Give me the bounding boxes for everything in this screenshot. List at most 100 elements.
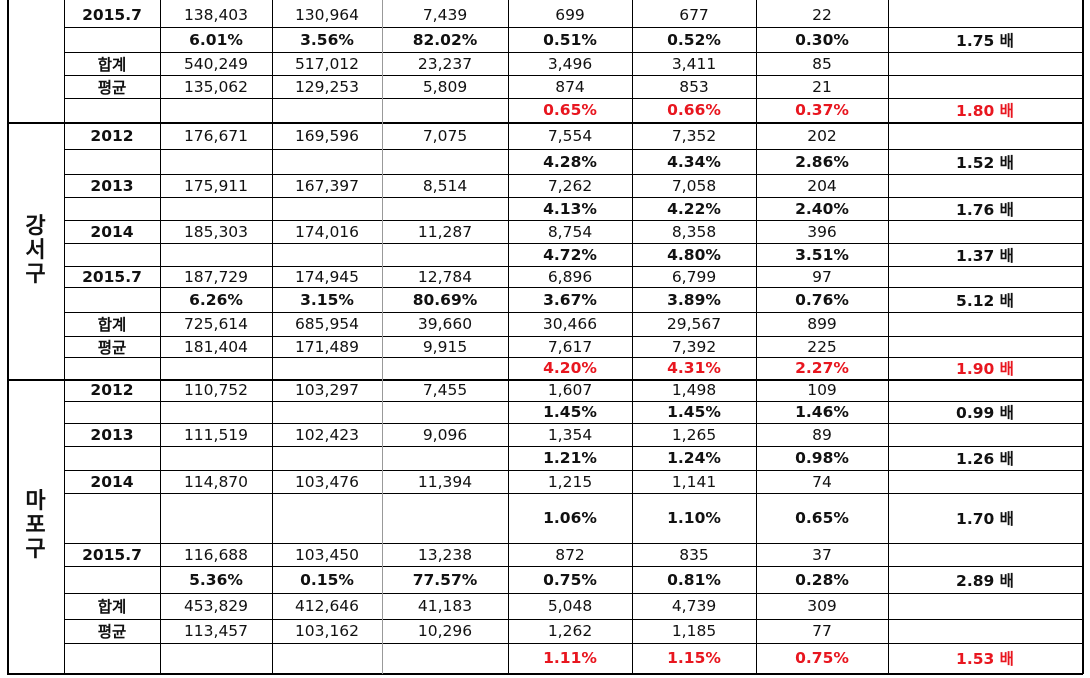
row-label (64, 149, 160, 174)
ratio-cell (888, 423, 1082, 446)
row-label: 2013 (90, 425, 134, 444)
table-cell: 13,238 (417, 545, 473, 564)
table-cell (160, 493, 272, 543)
table-cell: 0.75% (543, 570, 597, 589)
table-cell (160, 243, 272, 266)
column-divider (756, 0, 757, 674)
table-cell: 5,048 (547, 597, 593, 615)
table-cell: 0.37% (795, 101, 849, 119)
table-cell: 202 (807, 126, 837, 145)
row-divider (64, 243, 1083, 244)
row-divider (64, 27, 1083, 28)
table-cell (272, 357, 382, 379)
district-char: 마 (25, 489, 46, 514)
table-cell: 176,671 (183, 126, 249, 145)
row-divider (7, 122, 1083, 124)
table-cell: 1,265 (671, 425, 717, 444)
ratio-cell: 1.76 배 (956, 200, 1014, 219)
row-divider (64, 470, 1083, 471)
table-cell: 129,253 (294, 77, 360, 96)
table-cell: 874 (555, 77, 585, 96)
table-cell: 103,297 (294, 381, 360, 399)
table-cell: 135,062 (183, 77, 249, 96)
table-cell: 4.72% (543, 245, 597, 264)
row-divider (64, 619, 1083, 620)
ratio-cell (888, 266, 1082, 287)
table-cell: 6,896 (547, 267, 593, 286)
table-cell: 3,411 (671, 54, 717, 73)
table-cell: 23,237 (417, 54, 473, 73)
table-cell: 1.45% (667, 403, 721, 421)
table-cell: 699 (555, 5, 585, 24)
table-cell: 82.02% (412, 30, 478, 49)
table-cell: 835 (679, 545, 709, 564)
table-cell: 2.27% (795, 359, 849, 377)
table-cell: 174,945 (294, 267, 360, 286)
row-divider (64, 266, 1083, 267)
table-cell: 77.57% (412, 570, 478, 589)
ratio-cell: 1.53 배 (956, 650, 1014, 668)
row-label: 2014 (90, 472, 134, 491)
table-cell: 41,183 (417, 597, 473, 615)
ratio-cell (888, 312, 1082, 336)
table-cell: 1,262 (547, 622, 593, 640)
ratio-cell (888, 174, 1082, 197)
table-cell: 1.46% (795, 403, 849, 421)
table-cell: 225 (807, 337, 837, 356)
column-divider (888, 0, 889, 674)
table-cell: 7,455 (422, 381, 468, 399)
table-cell: 12,784 (417, 267, 473, 286)
table-cell: 103,450 (294, 545, 360, 564)
row-divider (64, 593, 1083, 594)
table-cell: 453,829 (183, 597, 249, 615)
row-label (64, 446, 160, 470)
table-cell: 7,617 (547, 337, 593, 356)
table-cell: 1.24% (667, 449, 721, 467)
table-cell (382, 493, 508, 543)
table-cell: 309 (807, 597, 837, 615)
row-label (64, 643, 160, 673)
table-cell: 5.36% (189, 570, 243, 589)
row-label (64, 98, 160, 122)
table-cell: 138,403 (183, 5, 249, 24)
table-cell: 3,496 (547, 54, 593, 73)
ratio-cell: 1.70 배 (956, 510, 1014, 528)
table-cell (382, 446, 508, 470)
table-cell (272, 243, 382, 266)
table-cell (382, 149, 508, 174)
table-cell: 517,012 (294, 54, 360, 73)
row-divider (7, 673, 1083, 675)
row-divider (64, 336, 1083, 337)
row-label: 2013 (90, 176, 134, 195)
table-cell (160, 98, 272, 122)
column-divider (1082, 0, 1084, 674)
table-cell: 1,498 (671, 381, 717, 399)
table-cell: 0.76% (795, 290, 849, 309)
table-cell: 74 (812, 472, 832, 491)
table-cell: 4.34% (667, 152, 721, 171)
table-cell: 11,394 (417, 472, 473, 491)
table-cell: 0.65% (543, 101, 597, 119)
table-cell: 114,870 (183, 472, 249, 491)
row-divider (64, 287, 1083, 288)
table-cell (382, 643, 508, 673)
table-cell: 80.69% (412, 290, 478, 309)
table-cell: 185,303 (183, 222, 249, 241)
table-cell: 2.40% (795, 199, 849, 218)
table-cell (160, 197, 272, 220)
table-cell: 167,397 (294, 176, 360, 195)
table-cell: 109 (807, 381, 837, 399)
table-cell: 3.51% (795, 245, 849, 264)
table-cell (272, 446, 382, 470)
table-cell: 102,423 (294, 425, 360, 444)
table-cell: 111,519 (183, 425, 249, 444)
column-divider (632, 0, 633, 674)
table-cell: 7,058 (671, 176, 717, 195)
table-cell: 6.01% (189, 30, 243, 49)
ratio-cell (888, 543, 1082, 566)
table-cell (160, 643, 272, 673)
table-cell: 5,809 (422, 77, 468, 96)
row-label (64, 357, 160, 379)
row-label (64, 493, 160, 543)
table-cell: 4.31% (667, 359, 721, 377)
